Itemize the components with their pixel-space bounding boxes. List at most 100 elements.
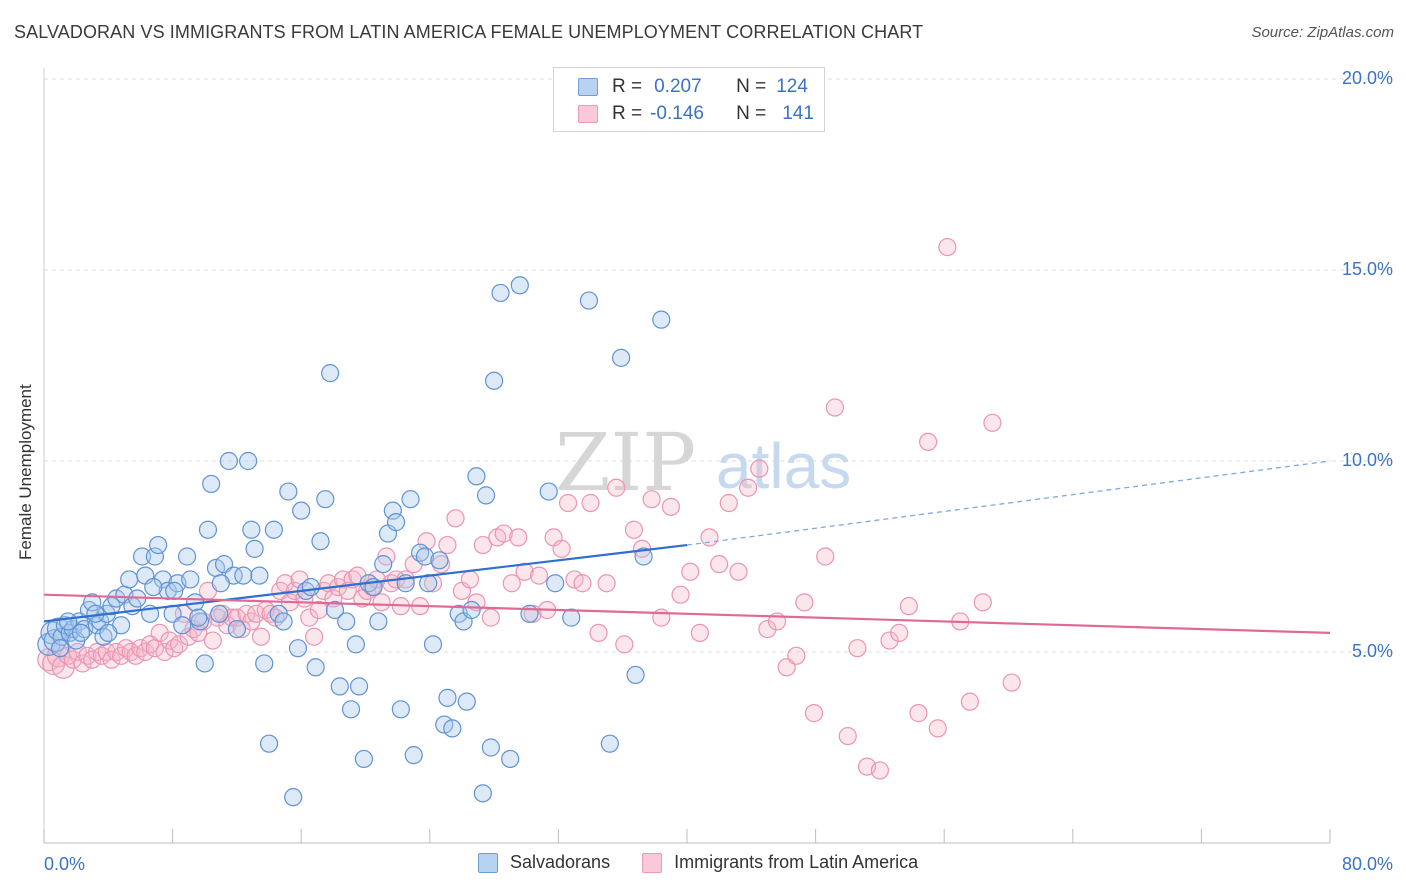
data-point-immigrants (804, 704, 824, 723)
data-point-salvadorans (438, 688, 457, 707)
data-point-immigrants (150, 623, 169, 643)
data-point-immigrants (710, 555, 729, 574)
x-tick-max: 80.0% (1341, 854, 1393, 874)
legend-row-immigrants: R = -0.146 N = 141 (578, 102, 814, 126)
data-point-salvadorans (476, 486, 496, 505)
data-point-salvadorans (391, 700, 410, 719)
data-point-immigrants (642, 490, 661, 509)
y-tick-label: 5.0% (1351, 641, 1393, 661)
data-point-immigrants (880, 631, 899, 650)
data-point-immigrants (928, 719, 947, 738)
data-point-salvadorans (562, 608, 581, 627)
legend-n-label: N = (736, 103, 767, 124)
data-point-immigrants (509, 528, 528, 547)
data-point-immigrants (607, 478, 626, 497)
data-point-immigrants (589, 623, 608, 643)
data-point-immigrants (938, 237, 957, 257)
data-point-immigrants (652, 608, 671, 627)
data-point-salvadorans (83, 593, 102, 612)
legend-swatch-blue (478, 852, 498, 873)
data-point-salvadorans (149, 535, 168, 555)
chart-title: SALVADORAN VS IMMIGRANTS FROM LATIN AMER… (14, 22, 924, 42)
data-point-salvadorans (198, 520, 218, 539)
data-point-immigrants (960, 692, 980, 711)
data-point-salvadorans (600, 734, 619, 753)
legend-r-label: R = (612, 103, 643, 124)
data-point-immigrants (848, 639, 867, 658)
data-point-salvadorans (383, 501, 402, 520)
series-legend: Salvadorans Immigrants from Latin Americ… (478, 852, 950, 873)
data-point-salvadorans (473, 784, 492, 803)
legend-item-salvadorans: Salvadorans (478, 852, 610, 873)
legend-swatch-pink (642, 852, 663, 873)
data-point-salvadorans (284, 788, 303, 807)
data-point-immigrants (919, 432, 938, 451)
data-point-immigrants (983, 413, 1002, 432)
data-point-immigrants (597, 574, 616, 593)
data-point-immigrants (155, 642, 174, 662)
data-point-salvadorans (50, 639, 70, 658)
data-point-immigrants (304, 627, 324, 646)
data-point-salvadorans (202, 474, 221, 494)
trend-line-immigrants (43, 593, 1331, 634)
data-point-salvadorans (462, 600, 481, 620)
series-salvadorans-points (37, 276, 671, 807)
data-point-salvadorans (337, 612, 356, 631)
data-point-salvadorans (242, 520, 261, 539)
data-point-salvadorans (211, 574, 230, 593)
y-tick-label: 10.0% (1341, 450, 1393, 470)
data-point-immigrants (552, 539, 571, 558)
data-point-salvadorans (144, 577, 163, 597)
legend-label-immigrants: Immigrants from Latin America (674, 852, 919, 872)
legend-n-value: 124 (776, 76, 808, 97)
data-point-immigrants (558, 493, 578, 513)
legend-n-label: N = (736, 76, 767, 97)
axes (43, 68, 1331, 844)
data-point-salvadorans (71, 623, 91, 643)
data-point-immigrants (473, 535, 492, 555)
data-point-salvadorans (457, 692, 476, 711)
data-point-immigrants (838, 726, 857, 746)
data-point-salvadorans (301, 577, 320, 597)
data-point-salvadorans (99, 623, 118, 643)
data-point-salvadorans (316, 490, 335, 509)
data-point-immigrants (825, 398, 844, 417)
data-point-salvadorans (311, 532, 330, 551)
data-point-immigrants (615, 635, 634, 654)
data-point-immigrants (870, 761, 890, 780)
y-tick-label: 20.0% (1341, 68, 1393, 88)
data-point-salvadorans (401, 490, 420, 509)
data-point-immigrants (690, 623, 709, 643)
data-point-immigrants (300, 608, 319, 627)
data-point-salvadorans (626, 665, 645, 685)
data-point-salvadorans (443, 719, 462, 738)
data-point-salvadorans (467, 467, 486, 486)
data-point-salvadorans (181, 570, 200, 589)
data-point-salvadorans (611, 348, 631, 367)
data-point-salvadorans (354, 749, 373, 769)
data-point-salvadorans (239, 451, 258, 471)
data-point-immigrants (333, 570, 353, 589)
data-point-immigrants (203, 631, 222, 650)
data-point-immigrants (899, 597, 918, 616)
data-point-salvadorans (245, 539, 264, 558)
data-point-salvadorans (274, 612, 293, 631)
data-point-immigrants (372, 593, 391, 612)
legend-item-immigrants: Immigrants from Latin America (642, 852, 918, 873)
trend-line-salvadorans-extended (686, 460, 1331, 546)
data-point-salvadorans (423, 635, 443, 654)
data-point-immigrants (530, 566, 549, 585)
data-point-salvadorans (652, 310, 671, 329)
data-point-immigrants (624, 520, 644, 539)
data-point-salvadorans (546, 574, 565, 593)
data-point-immigrants (671, 585, 690, 604)
trend-lines (43, 460, 1331, 634)
data-point-salvadorans (481, 738, 500, 757)
data-point-salvadorans (195, 654, 214, 673)
data-point-immigrants (661, 497, 681, 516)
data-point-salvadorans (330, 677, 349, 696)
data-point-salvadorans (255, 654, 274, 673)
data-point-salvadorans (250, 566, 269, 585)
data-point-salvadorans (120, 570, 139, 589)
data-point-salvadorans (369, 612, 388, 631)
